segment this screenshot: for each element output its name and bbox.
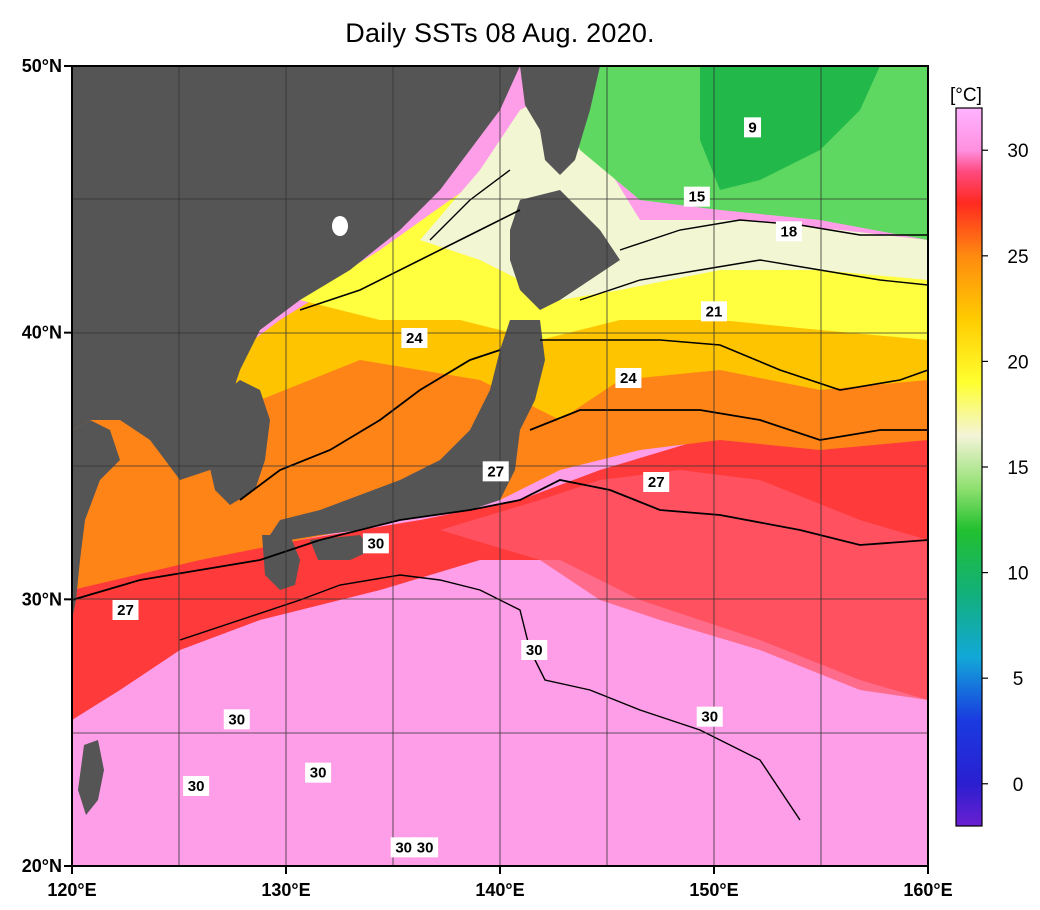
contour-label-box	[412, 837, 439, 858]
shikoku	[310, 535, 372, 560]
colorbar-tick-label: 30	[1007, 141, 1028, 162]
contour-label: 30	[521, 640, 548, 660]
contour-label: 30	[183, 776, 210, 796]
contour-label-text: 24	[620, 370, 637, 387]
contour-label-text: 30	[701, 709, 718, 726]
asian-mainland	[72, 66, 520, 480]
contour-label-box	[701, 301, 727, 322]
isoline-15	[619, 219, 928, 251]
korean-peninsula	[208, 380, 270, 505]
contour-label-box	[615, 368, 642, 388]
contour-label-box	[482, 461, 509, 482]
map-title: Daily SSTs 08 Aug. 2020.	[345, 18, 655, 48]
contour-label-box	[112, 600, 139, 620]
contour-label-box	[401, 328, 428, 348]
lat-tick-label: 20°N	[22, 856, 62, 876]
china-coast	[72, 420, 120, 620]
sakhalin	[520, 66, 600, 175]
contour-label: 27	[112, 600, 139, 620]
taiwan	[78, 740, 104, 815]
contour-label-text: 30	[310, 765, 327, 782]
contour-label-box	[390, 837, 417, 858]
contour-label-box	[521, 640, 548, 660]
lat-tick-label: 30°N	[22, 589, 62, 609]
contour-label-text: 30	[368, 535, 385, 552]
contour-label: 30	[362, 533, 389, 554]
contour-label: 30	[305, 762, 332, 783]
contour-label-box	[683, 186, 710, 207]
colorbar-ticks: 30 25 20 15 10 5 0	[982, 141, 1029, 796]
contour-label-box	[183, 776, 210, 796]
colorbar-tick-label: 20	[1007, 352, 1028, 373]
isoline-18	[429, 169, 928, 301]
contour-label: 24	[401, 328, 428, 348]
contour-label-text: 27	[487, 463, 504, 480]
contour-label-text: 30	[417, 839, 434, 856]
contour-label-text: 27	[648, 474, 665, 491]
contour-label-text: 9	[748, 119, 756, 136]
colorbar-tick-label: 5	[1013, 669, 1024, 690]
contour-label-text: 30	[228, 711, 245, 728]
contour-label: 27	[482, 461, 509, 482]
lake	[332, 216, 348, 236]
contour-label-text: 30	[395, 839, 412, 856]
isoline-30	[179, 574, 801, 821]
contour-label-text: 30	[526, 642, 543, 659]
contour-label-box	[775, 221, 802, 242]
colorbar-unit: [°C]	[950, 85, 982, 106]
lon-tick-label: 140°E	[475, 880, 524, 900]
contour-label-text: 21	[706, 303, 723, 320]
contour-label-text: 15	[689, 189, 706, 206]
axis-ticks: 120°E 130°E 140°E 150°E 160°E 20°N 30°N 40°N 50°…	[22, 56, 953, 900]
contour-label: 30	[696, 706, 723, 727]
contour-label: 18	[775, 221, 802, 242]
kyushu	[262, 535, 300, 590]
land	[72, 66, 620, 815]
contour-label: 27	[643, 472, 670, 492]
contour-label-box	[223, 709, 250, 730]
contour-labels: 9 15 18 21 24 24 27 27 27 30 30 30 30 30 30 30 30	[112, 117, 802, 858]
map-plot-area: 9 15 18 21 24 24 27 27 27 30 30 30 30 30 30 30 30	[72, 66, 928, 866]
contour-label-text: 18	[781, 223, 798, 240]
colorbar-tick-label: 10	[1007, 564, 1028, 585]
lon-tick-label: 150°E	[689, 880, 738, 900]
contour-label-box	[744, 117, 762, 138]
lon-tick-label: 160°E	[903, 880, 952, 900]
hokkaido	[510, 190, 620, 310]
contour-label: 30	[223, 709, 250, 730]
contour-label-box	[696, 706, 723, 727]
contour-label: 30	[390, 837, 417, 858]
lat-tick-label: 50°N	[22, 56, 62, 76]
contour-label: 9	[744, 117, 762, 138]
colorbar-scale	[955, 107, 983, 827]
isoline-24	[239, 349, 928, 501]
colorbar: [°C] 30 25 20 15 10 5 0	[950, 85, 1029, 827]
lon-tick-label: 130°E	[261, 880, 310, 900]
contour-label: 30	[412, 837, 439, 858]
contour-label-text: 27	[117, 602, 134, 619]
contour-label-box	[305, 762, 332, 783]
contour-label: 21	[701, 301, 727, 322]
contour-label: 15	[683, 186, 710, 207]
contour-label-box	[362, 533, 389, 554]
honshu	[270, 320, 545, 540]
contour-label-box	[643, 472, 670, 492]
colorbar-tick-label: 0	[1013, 775, 1024, 796]
contour-label: 24	[615, 368, 642, 388]
lon-tick-label: 120°E	[47, 880, 96, 900]
contour-label-text: 30	[188, 778, 205, 795]
colorbar-tick-label: 25	[1007, 247, 1028, 268]
isoline-21	[299, 209, 928, 391]
contour-label-text: 24	[406, 330, 423, 347]
sst-band-28	[440, 470, 928, 700]
lat-tick-label: 40°N	[22, 323, 62, 343]
sst-band-10	[700, 66, 880, 190]
isoline-27	[72, 479, 928, 601]
colorbar-tick-label: 15	[1007, 458, 1028, 479]
